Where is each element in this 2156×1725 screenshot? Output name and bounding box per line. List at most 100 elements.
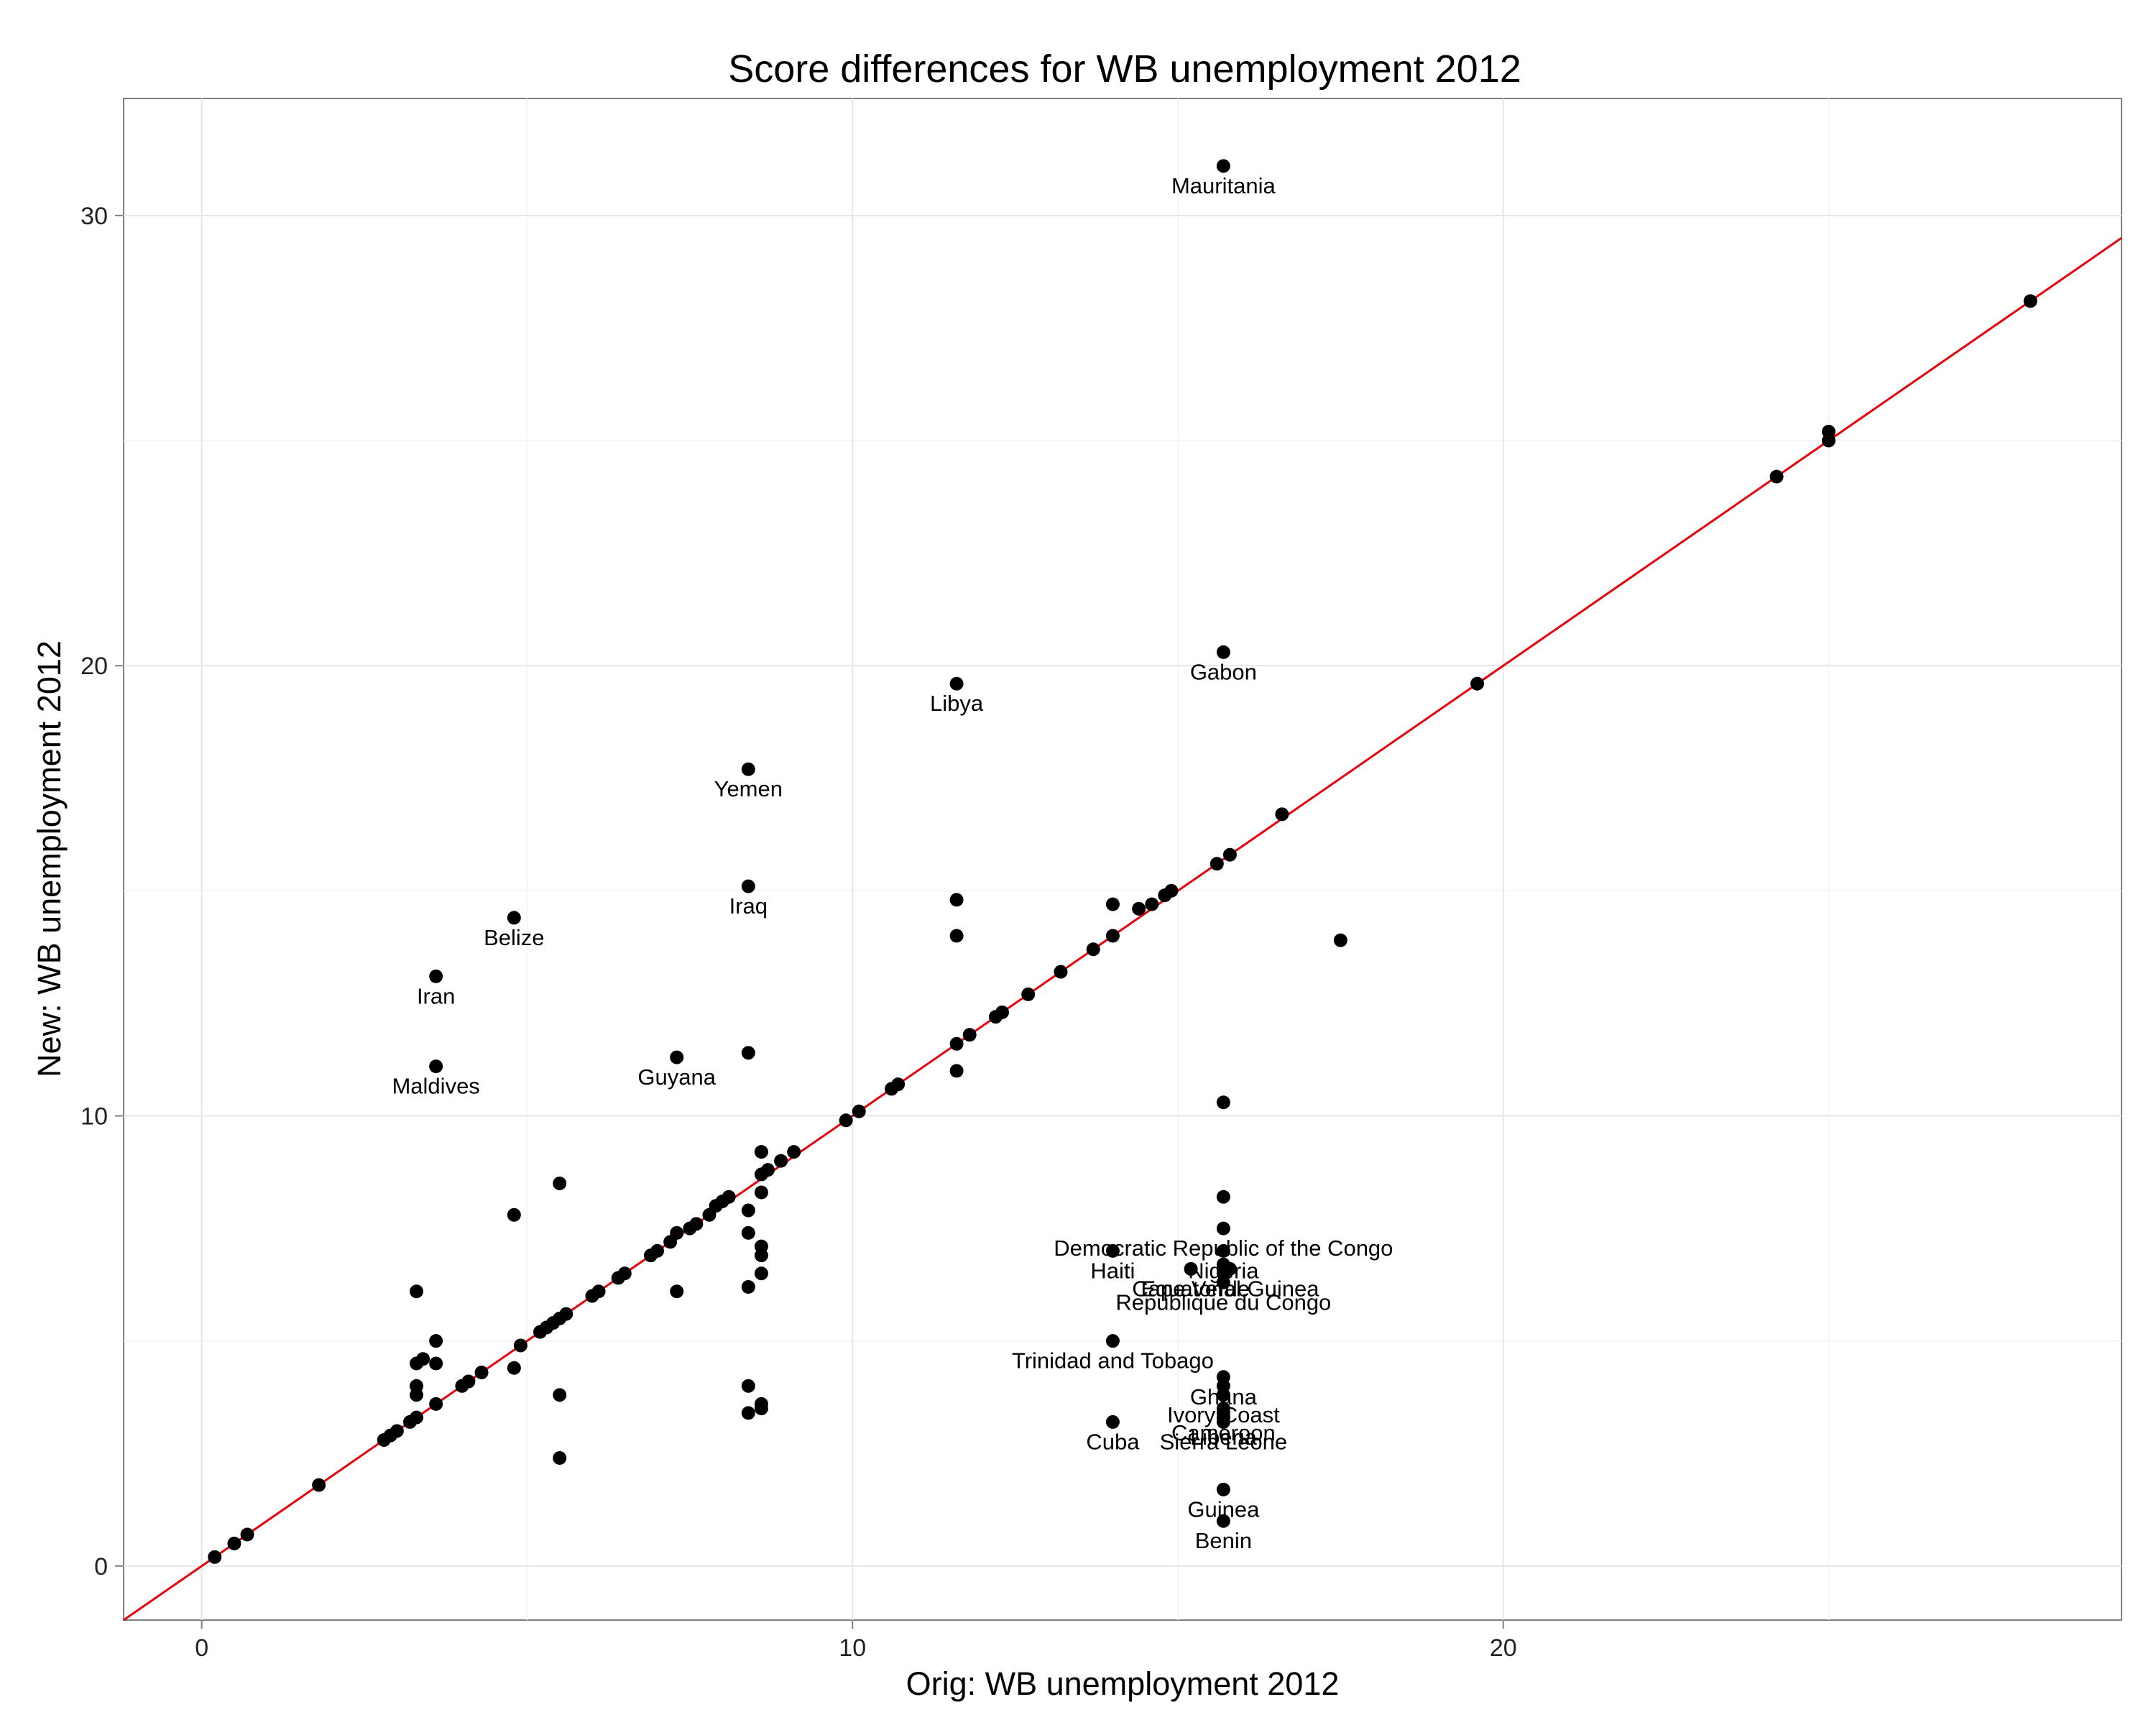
data-point <box>227 1537 241 1551</box>
data-point <box>559 1307 573 1321</box>
data-point <box>962 1028 977 1042</box>
data-point <box>1216 1414 1230 1429</box>
data-point <box>650 1243 665 1258</box>
data-point <box>741 1379 755 1393</box>
point-labels-group: Mauritania Gabon Libya Yemen Iraq Belize Iran M… <box>392 173 1393 1553</box>
data-point <box>1105 897 1120 911</box>
point-label: Belize <box>484 925 544 950</box>
point-label: Nigeria <box>1188 1258 1259 1283</box>
point-label: Guyana <box>637 1064 716 1090</box>
data-point <box>507 1208 521 1222</box>
point-label: Haiti <box>1090 1258 1135 1283</box>
data-point <box>1184 1261 1198 1276</box>
y-tick-label: 30 <box>80 203 108 230</box>
point-label: Liberia <box>1190 1425 1258 1450</box>
point-label: Republique du Congo <box>1115 1289 1331 1315</box>
data-point <box>754 1266 768 1281</box>
data-point <box>741 762 755 776</box>
data-point <box>754 1185 768 1200</box>
point-label: Sierra Leone <box>1160 1429 1288 1454</box>
point-label: Ivory Coast <box>1167 1402 1280 1427</box>
data-point <box>1333 933 1348 947</box>
x-axis-label: Orig: WB unemployment 2012 <box>906 1665 1340 1702</box>
data-point <box>949 676 964 691</box>
major-gridlines <box>124 98 2122 1620</box>
data-point <box>1216 1514 1230 1528</box>
data-point <box>1216 1482 1230 1496</box>
data-point <box>312 1478 326 1492</box>
data-point <box>1021 987 1036 1001</box>
data-point <box>1086 942 1100 957</box>
data-point <box>507 1361 521 1375</box>
data-point <box>670 1284 684 1299</box>
data-point <box>760 1163 775 1177</box>
data-point <box>741 1046 755 1060</box>
data-point <box>1132 901 1146 916</box>
chart-title: Score differences for WB unemployment 20… <box>728 47 1521 91</box>
data-point <box>507 911 521 925</box>
data-point <box>429 1356 443 1371</box>
data-point <box>461 1374 476 1389</box>
data-point <box>852 1104 866 1118</box>
data-point <box>1164 883 1179 898</box>
point-label: Guinea <box>1187 1496 1260 1522</box>
point-label: Yemen <box>714 776 783 801</box>
point-label: Iran <box>417 983 455 1008</box>
data-point <box>429 969 443 983</box>
data-point <box>553 1451 567 1466</box>
data-point <box>208 1550 222 1564</box>
data-point <box>754 1145 768 1159</box>
point-label: Maldives <box>392 1074 479 1099</box>
x-tick-label: 0 <box>195 1634 208 1662</box>
point-label: Cape Verde <box>1132 1276 1250 1301</box>
data-point <box>1216 1388 1230 1402</box>
data-point <box>1822 424 1836 438</box>
y-axis-label: New: WB unemployment 2012 <box>31 640 68 1077</box>
data-point <box>949 1064 964 1078</box>
data-point <box>774 1154 788 1168</box>
y-tick-label: 0 <box>94 1553 108 1581</box>
data-point <box>1275 807 1289 822</box>
point-label: Equatorial Guinea <box>1141 1276 1319 1301</box>
x-axis-ticks: 0 10 20 <box>195 1620 1517 1662</box>
point-label: Mauritania <box>1171 173 1276 198</box>
data-point <box>429 1059 443 1074</box>
data-point <box>1216 1095 1230 1110</box>
point-label: Ghana <box>1190 1384 1258 1409</box>
data-point <box>591 1284 606 1299</box>
y-tick-label: 20 <box>80 653 108 680</box>
point-label: Benin <box>1195 1528 1252 1553</box>
data-point <box>1105 1414 1120 1429</box>
data-point <box>949 929 964 943</box>
data-point <box>689 1217 704 1231</box>
data-point <box>741 1225 755 1240</box>
data-point <box>741 879 755 893</box>
data-point <box>839 1113 853 1128</box>
data-point <box>513 1338 528 1353</box>
data-point <box>1210 857 1224 871</box>
data-point <box>1105 1334 1120 1348</box>
data-point <box>754 1402 768 1416</box>
data-point <box>409 1410 423 1425</box>
data-point <box>1145 897 1159 911</box>
data-point <box>2023 294 2037 308</box>
point-label: Trinidad and Tobago <box>1012 1348 1214 1374</box>
point-label: Gabon <box>1190 659 1257 684</box>
point-label: Libya <box>930 691 984 716</box>
data-point <box>670 1050 684 1064</box>
point-label: Iraq <box>729 893 768 919</box>
data-point <box>754 1248 768 1263</box>
data-point <box>1216 1221 1230 1236</box>
data-point <box>1216 1370 1230 1384</box>
data-point <box>416 1352 430 1366</box>
data-point <box>741 1203 755 1218</box>
data-point <box>1216 1243 1230 1258</box>
y-axis-ticks: 0 10 20 30 <box>80 203 124 1581</box>
minor-gridlines <box>124 98 2122 1620</box>
data-point <box>390 1424 404 1438</box>
data-point <box>949 1036 964 1051</box>
data-point <box>1222 847 1237 862</box>
data-point <box>787 1145 801 1159</box>
data-point <box>1054 965 1068 979</box>
